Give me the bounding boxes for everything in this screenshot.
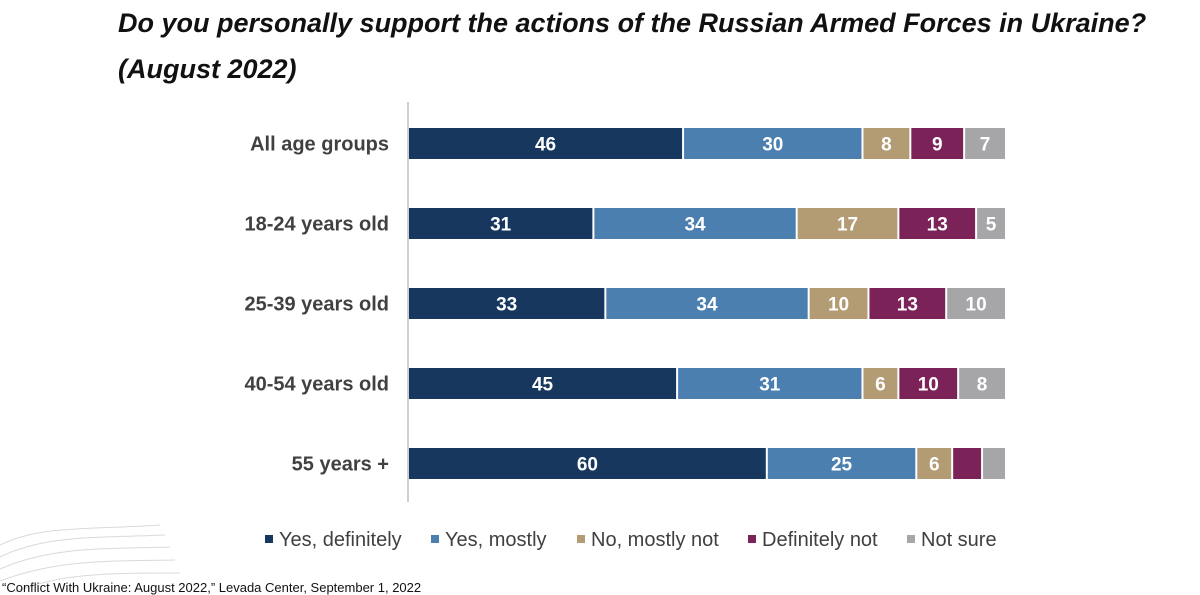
bar-segment bbox=[863, 128, 910, 159]
data-label: 33 bbox=[496, 295, 517, 316]
chart-title-line-2: (August 2022) bbox=[118, 54, 297, 84]
source-citation: “Conflict With Ukraine: August 2022,” Le… bbox=[2, 580, 422, 595]
data-label: 13 bbox=[897, 295, 918, 316]
data-label: 8 bbox=[977, 375, 988, 396]
data-label: 45 bbox=[532, 375, 554, 396]
data-label: 60 bbox=[577, 455, 598, 476]
category-label: 40-54 years old bbox=[244, 374, 389, 396]
bar-segment bbox=[409, 448, 766, 479]
category-label: 25-39 years old bbox=[244, 294, 389, 316]
legend-swatch bbox=[748, 535, 756, 543]
decorative-wave-lines bbox=[0, 524, 181, 592]
legend-swatch bbox=[907, 535, 915, 543]
legend-label: Yes, mostly bbox=[445, 529, 547, 551]
bar-segment bbox=[409, 208, 593, 239]
data-label: 10 bbox=[828, 295, 849, 316]
bar-segment bbox=[594, 208, 796, 239]
data-label: 31 bbox=[490, 215, 512, 236]
bar-segment bbox=[863, 368, 898, 399]
bar-segment bbox=[409, 288, 605, 319]
data-label: 5 bbox=[986, 215, 997, 236]
category-label: 18-24 years old bbox=[244, 214, 389, 236]
data-label: 6 bbox=[929, 455, 940, 476]
legend-swatch bbox=[431, 535, 439, 543]
bar-segment bbox=[767, 448, 916, 479]
data-label: 10 bbox=[918, 375, 939, 396]
bar-segment bbox=[869, 288, 946, 319]
bar-segment bbox=[409, 368, 677, 399]
bar-segment bbox=[983, 448, 1005, 479]
bar-segment bbox=[606, 288, 808, 319]
data-label: 25 bbox=[831, 455, 853, 476]
bar-segment bbox=[965, 128, 1005, 159]
bar-segment bbox=[911, 128, 964, 159]
data-label: 9 bbox=[932, 135, 943, 156]
data-label: 34 bbox=[684, 215, 706, 236]
bar-segment bbox=[684, 128, 862, 159]
bar-segment bbox=[959, 368, 1005, 399]
data-label: 13 bbox=[927, 215, 948, 236]
legend-label: Yes, definitely bbox=[279, 529, 402, 551]
bar-segment bbox=[977, 208, 1005, 239]
legend-label: Not sure bbox=[921, 529, 997, 551]
data-label: 10 bbox=[966, 295, 987, 316]
data-label: 30 bbox=[762, 135, 783, 156]
legend-label: No, mostly not bbox=[591, 529, 719, 551]
legend-swatch bbox=[577, 535, 585, 543]
data-label: 17 bbox=[837, 215, 858, 236]
bar-segment bbox=[797, 208, 898, 239]
data-label: 6 bbox=[875, 375, 886, 396]
bar-segment bbox=[917, 448, 952, 479]
chart-title: Do you personally support the actions of… bbox=[118, 0, 1198, 92]
bar-segment bbox=[809, 288, 868, 319]
bar-segment bbox=[947, 288, 1005, 319]
bar-segment bbox=[899, 208, 976, 239]
chart-title-line-1: Do you personally support the actions of… bbox=[118, 8, 1147, 38]
data-label: 46 bbox=[535, 135, 556, 156]
category-label: All age groups bbox=[250, 134, 389, 156]
bar-segment bbox=[409, 128, 683, 159]
data-label: 8 bbox=[881, 135, 892, 156]
data-label: 7 bbox=[980, 135, 991, 156]
bar-segment bbox=[953, 448, 982, 479]
bar-segment bbox=[899, 368, 958, 399]
legend-swatch bbox=[265, 535, 273, 543]
legend-label: Definitely not bbox=[762, 529, 878, 551]
data-label: 34 bbox=[696, 295, 718, 316]
category-label: 55 years + bbox=[292, 454, 389, 476]
bar-segment bbox=[678, 368, 862, 399]
data-label: 31 bbox=[759, 375, 781, 396]
